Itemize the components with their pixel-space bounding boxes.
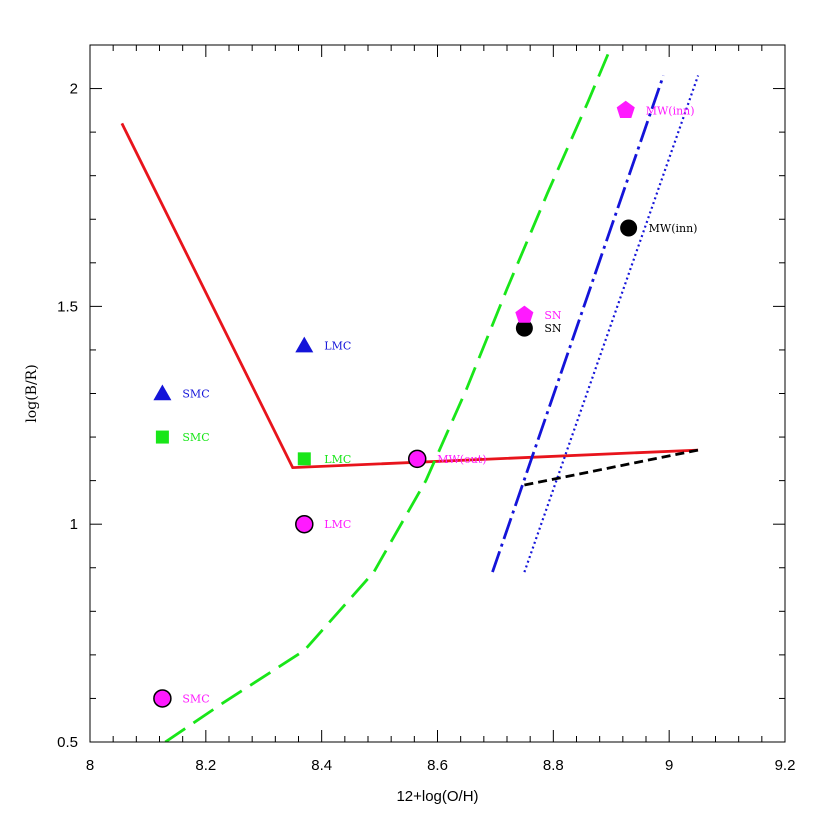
minor-ticks <box>90 44 785 742</box>
pentagon-marker <box>616 100 635 118</box>
red-solid-line <box>120 122 699 470</box>
square-marker <box>297 452 311 466</box>
markers <box>153 100 638 708</box>
x-tick-label: 8.2 <box>195 757 216 774</box>
circle-marker <box>407 449 427 469</box>
y-tick-label: 1 <box>70 516 78 533</box>
plot-frame <box>89 44 786 743</box>
point-label: LMC <box>324 518 351 531</box>
point-label: SMC <box>182 388 209 401</box>
x-tick-label: 8 <box>86 757 94 774</box>
point-label: MW(inn) <box>649 222 698 235</box>
black-short-dash-line <box>524 448 699 487</box>
x-tick-label: 8.6 <box>427 757 448 774</box>
triangle-marker <box>295 336 314 353</box>
point-label: SMC <box>182 692 209 705</box>
x-axis-title: 12+log(O/H) <box>396 788 478 805</box>
x-tick-label: 9.2 <box>775 757 796 774</box>
blue-dash-dot-line <box>491 75 665 573</box>
point-label: SMC <box>182 431 209 444</box>
y-tick-label: 2 <box>70 81 78 98</box>
triangle-marker <box>153 384 172 401</box>
circle-marker <box>295 514 314 534</box>
point-label: MW(out) <box>437 453 486 466</box>
circle-marker <box>620 219 638 237</box>
square-marker <box>155 430 169 444</box>
circle-marker <box>153 689 172 708</box>
point-label: MW(inn) <box>646 104 695 117</box>
x-tick-label: 8.4 <box>311 757 332 774</box>
point-label: SN <box>544 322 562 335</box>
y-tick-label: 0.5 <box>57 734 78 751</box>
point-label: SN <box>544 309 562 322</box>
series-lines <box>120 45 700 742</box>
x-tick-labels: 8 8.2 8.4 8.6 8.8 9 9.2 <box>86 757 796 774</box>
point-labels: SMC LMC SMC LMC SMC LMC MW(out) SN MW(inn) SN MW(i… <box>182 104 697 705</box>
x-tick-label: 8.8 <box>543 757 564 774</box>
plot-area <box>120 45 700 742</box>
pentagon-marker <box>515 305 534 323</box>
point-label: LMC <box>324 340 351 353</box>
y-axis-title: log(B/R) <box>24 364 40 422</box>
y-tick-label: 1.5 <box>57 298 78 315</box>
y-tick-labels: 0.5 1 1.5 2 <box>57 81 78 751</box>
circle-marker <box>515 319 533 337</box>
point-label: LMC <box>324 453 351 466</box>
x-tick-label: 9 <box>665 757 673 774</box>
green-long-dash-line <box>164 45 614 742</box>
